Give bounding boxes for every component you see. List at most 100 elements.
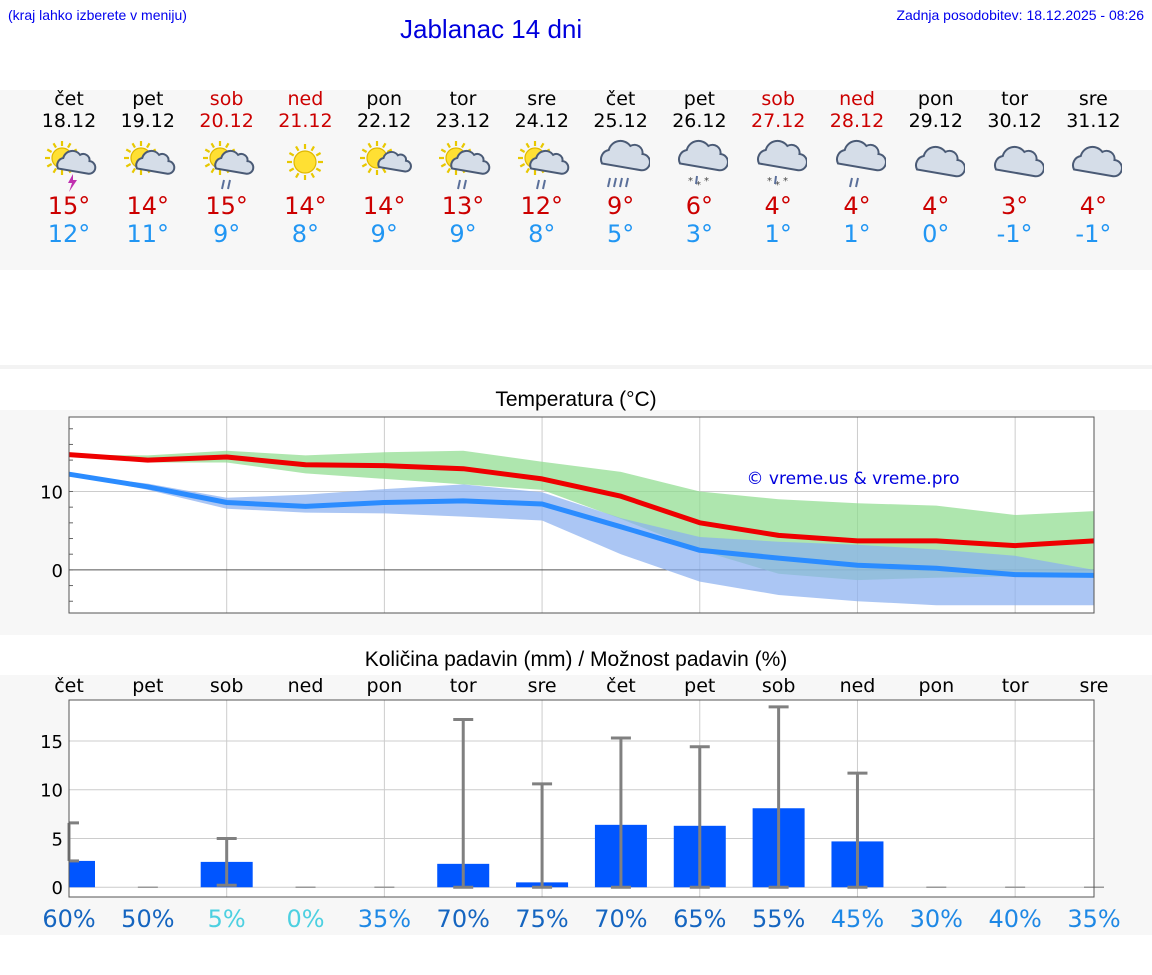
temperature-min-line	[68, 471, 1095, 578]
category-label: tor	[1002, 675, 1029, 697]
temperature-point	[541, 503, 543, 505]
location-hint[interactable]: (kraj lahko izberete v meniju)	[8, 7, 187, 23]
day-date: 18.12	[41, 110, 97, 132]
day-column[interactable]: sre 24.12 12° 8°	[497, 88, 587, 248]
category-label: čet	[606, 675, 636, 697]
watermark: © vreme.us & vreme.pro	[746, 469, 959, 489]
forecast-strip-background	[0, 90, 1152, 270]
day-name: čet	[605, 88, 636, 110]
sun-ray	[52, 142, 57, 149]
temp-max: 14°	[126, 192, 170, 220]
day-name: sob	[209, 88, 244, 110]
temperature-point	[699, 522, 701, 524]
precipitation-probability: 60%	[42, 905, 95, 933]
icon-group	[993, 145, 1044, 178]
category-label: ned	[840, 675, 876, 697]
rain-drop	[606, 177, 611, 188]
cloud-icon	[993, 145, 1044, 178]
icon-group	[836, 139, 886, 188]
temperature-point	[383, 501, 385, 503]
cloud-shape	[678, 139, 729, 172]
day-date: 30.12	[987, 110, 1042, 132]
sun-cloud-thunder-icon	[45, 141, 97, 192]
day-name: sob	[761, 88, 795, 110]
rain-drop	[618, 177, 623, 188]
precipitation-probability: 50%	[121, 905, 174, 933]
sun-ray	[125, 148, 131, 153]
sun-ray	[525, 167, 530, 174]
cloud-icon	[914, 145, 965, 178]
day-column[interactable]: čet 25.12 9° 5°	[576, 88, 666, 248]
sun-ray	[289, 167, 295, 172]
day-date: 28.12	[829, 110, 885, 132]
sun-ray	[440, 148, 447, 153]
day-date: 27.12	[750, 110, 806, 132]
cloud-shape	[529, 149, 570, 175]
temperature-point	[1014, 545, 1016, 547]
rain-drop	[220, 179, 225, 190]
rain-drop	[695, 175, 699, 185]
sun-cloud-rain-icon	[439, 141, 491, 190]
temp-min: 8°	[528, 220, 556, 248]
temperature-point	[620, 495, 622, 497]
precipitation-chart-title: Količina padavin (mm) / Možnost padavin …	[364, 648, 788, 671]
snow-flake: *	[696, 180, 701, 191]
day-column[interactable]: ned 21.12 14° 8°	[260, 88, 350, 248]
icon-group	[202, 141, 254, 190]
day-name: sre	[1078, 88, 1108, 110]
precipitation-probability: 35%	[358, 905, 411, 933]
sun-ray	[295, 145, 300, 152]
day-date: 20.12	[199, 110, 254, 132]
day-date: 31.12	[1066, 110, 1121, 132]
snow-flake: *	[688, 176, 693, 187]
day-column[interactable]: tor 23.12 13° 9°	[418, 88, 508, 248]
temperature-point	[462, 500, 464, 502]
sun-ray	[289, 152, 295, 157]
page-title: Jablanac 14 dni	[400, 14, 583, 44]
sun-ray	[210, 167, 215, 174]
precipitation-probability: 75%	[515, 905, 568, 933]
day-column[interactable]: tor 30.12 3° -1°	[970, 88, 1060, 248]
day-name: ned	[287, 88, 324, 110]
icon-group	[287, 144, 324, 180]
precipitation-probability: 70%	[437, 905, 490, 933]
sun-ray	[519, 163, 525, 168]
day-column[interactable]: pon 22.12 14° 9°	[339, 88, 429, 248]
sun-ray	[295, 172, 300, 179]
cloud-rain-icon	[836, 139, 886, 188]
section-divider	[0, 365, 1152, 369]
cloud-heavy-rain-icon	[599, 139, 650, 188]
category-label: pon	[367, 675, 403, 697]
temp-max: 14°	[284, 192, 327, 220]
icon-group: * * *	[678, 139, 729, 191]
day-name: pon	[917, 88, 954, 110]
sun-ray	[310, 145, 316, 152]
day-column[interactable]: pon 29.12 4° 0°	[891, 88, 981, 248]
sun-ray	[316, 152, 322, 157]
day-column[interactable]: sob 27.12 * * * 4° 1°	[733, 88, 823, 248]
precipitation-probability: 40%	[988, 905, 1041, 933]
day-column[interactable]: sob 20.12 15° 9°	[182, 88, 272, 248]
temperature-point	[383, 465, 385, 467]
sun-ray	[46, 148, 53, 153]
cloud-icon	[1072, 145, 1123, 178]
day-column[interactable]: pet 26.12 * * * 6° 3°	[654, 88, 744, 248]
temperature-point	[147, 486, 149, 488]
day-column[interactable]: čet 18.12 15° 12°	[24, 88, 114, 248]
sun-cloud-icon	[123, 141, 176, 175]
temperature-chart-title: Temperatura (°C)	[495, 388, 657, 411]
category-label: sre	[528, 675, 557, 697]
icon-group	[517, 141, 570, 190]
day-column[interactable]: sre 31.12 4° -1°	[1048, 88, 1138, 248]
sun-small-cloud-icon	[360, 141, 413, 175]
sun-ray	[204, 148, 210, 153]
day-column[interactable]: pet 19.12 14° 11°	[103, 88, 193, 248]
day-column[interactable]: ned 28.12 4° 1°	[812, 88, 902, 248]
temp-max: 15°	[47, 192, 91, 220]
sun-icon	[287, 144, 324, 180]
icon-group	[360, 141, 413, 175]
temp-min: 9°	[370, 220, 398, 248]
rain-drop	[855, 177, 859, 188]
temp-min: 1°	[764, 220, 792, 248]
temp-max: 15°	[205, 192, 248, 220]
